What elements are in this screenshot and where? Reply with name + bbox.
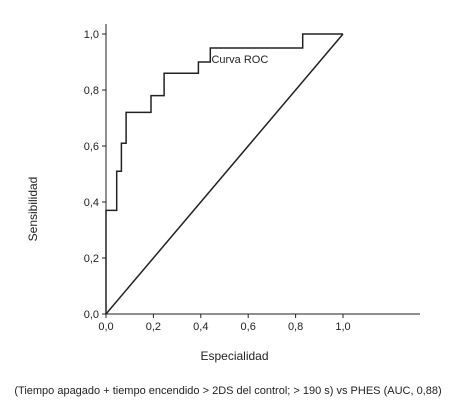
x-tick-label: 0,4 [193,321,208,333]
x-tick-label: 1,0 [335,321,350,333]
y-tick-label: 0,2 [84,253,99,265]
y-tick-label: 0,4 [84,197,99,209]
x-tick-label: 0,8 [288,321,303,333]
chart-marks [105,33,344,315]
x-tick-label: 0,0 [98,321,113,333]
chart-caption: (Tiempo apagado + tiempo encendido > 2DS… [14,385,442,397]
y-axis-label: Sensibilidad [26,177,40,242]
y-tick-label: 1,0 [84,29,99,41]
roc-curve-annotation: Curva ROC [211,54,268,66]
x-tick-label: 0,2 [146,321,161,333]
reference-diagonal-line [105,33,344,315]
chart-labels: 0,0 0,2 0,4 0,6 0,8 1,0 0,0 0,2 0,4 0,6 0,8 1,0 Espe… [26,29,351,363]
roc-curve-line [105,33,343,314]
y-tick-label: 0,6 [84,141,99,153]
y-tick-label: 0,0 [84,309,99,321]
chart-axes [102,24,420,318]
x-tick-label: 0,6 [241,321,256,333]
y-tick-label: 0,8 [84,85,99,97]
x-axis-label: Especialidad [200,349,268,363]
